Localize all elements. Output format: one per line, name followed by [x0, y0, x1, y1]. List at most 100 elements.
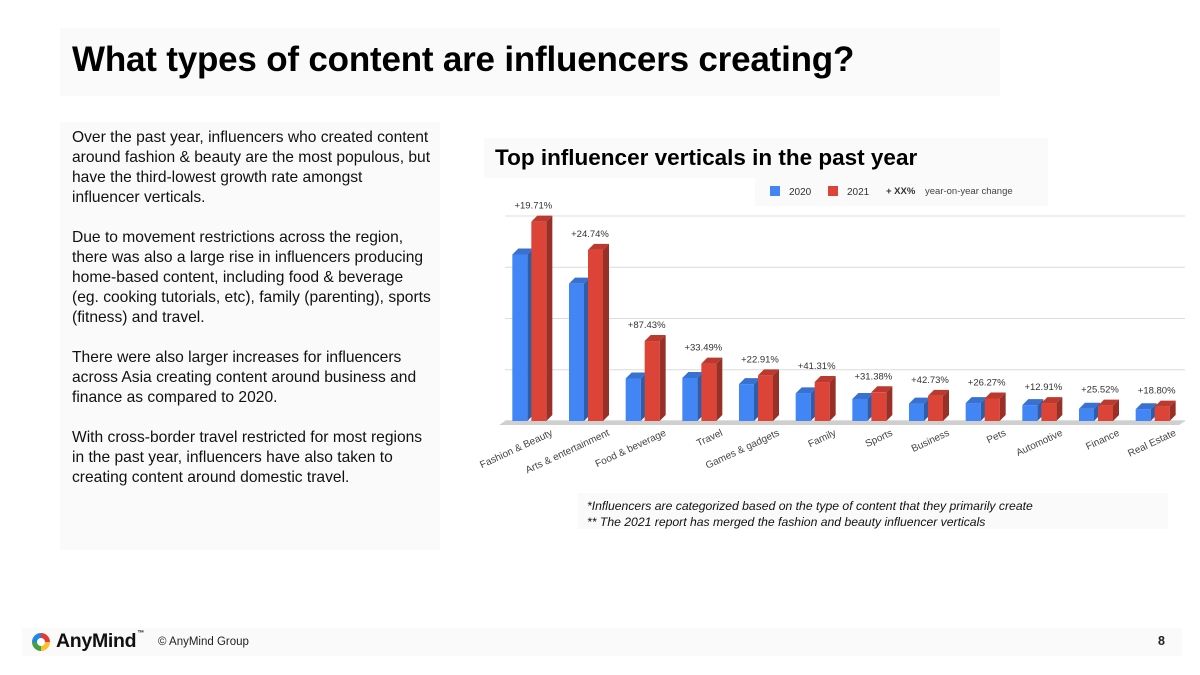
- chart-floor: [499, 421, 1185, 425]
- bar-top: [814, 376, 836, 383]
- bar-side: [999, 392, 1006, 421]
- bar-top: [795, 387, 817, 394]
- data-label: +26.27%: [968, 377, 1006, 388]
- bar-top: [1079, 402, 1100, 409]
- bar: [795, 393, 811, 421]
- body-text: Over the past year, influencers who crea…: [72, 128, 432, 508]
- bar-top: [588, 243, 609, 250]
- body-text-panel: [60, 122, 440, 550]
- bar-side: [943, 389, 949, 421]
- bar-side: [1056, 397, 1063, 421]
- paragraph: There were also larger increases for inf…: [72, 349, 417, 406]
- anymind-logo-icon: [32, 632, 50, 651]
- data-label: +22.91%: [741, 354, 779, 365]
- bar: [625, 378, 641, 421]
- bar: [1098, 405, 1113, 421]
- bar-top: [965, 397, 987, 404]
- data-label: +19.71%: [514, 201, 552, 212]
- page-number: 8: [1158, 634, 1165, 648]
- bar: [852, 398, 868, 421]
- bar: [814, 382, 830, 421]
- bar: [928, 395, 943, 421]
- bar-side: [603, 243, 609, 421]
- bar: [984, 398, 1000, 421]
- footnote: *Influencers are categorized based on th…: [587, 499, 1033, 513]
- category-label: Business: [910, 428, 951, 455]
- category-label: Travel: [695, 428, 725, 450]
- legend-swatch: [828, 186, 838, 196]
- bar: [965, 403, 981, 421]
- category-label: Real Estate: [1126, 428, 1178, 460]
- bar-top: [1022, 399, 1044, 406]
- bar-top: [1154, 400, 1176, 407]
- bar-top: [1098, 399, 1119, 406]
- paragraph: With cross-border travel restricted for …: [72, 429, 423, 486]
- page-title: What types of content are influencers cr…: [72, 40, 855, 79]
- bar-top: [531, 215, 553, 222]
- bar: [1079, 408, 1094, 421]
- bar-side: [546, 215, 553, 421]
- category-label: Family: [807, 428, 838, 450]
- data-label: +87.43%: [628, 320, 666, 331]
- bar-top: [701, 357, 723, 364]
- brand-name: AnyMind™: [56, 630, 144, 652]
- footer-band: [22, 628, 1182, 656]
- bar-top: [928, 389, 949, 396]
- bar-top: [644, 335, 666, 342]
- category-label: Finance: [1084, 428, 1121, 453]
- bar-side: [659, 335, 666, 421]
- copyright: © AnyMind Group: [158, 636, 249, 648]
- bar-top: [1041, 397, 1063, 404]
- bar: [569, 283, 584, 421]
- bar-top: [871, 386, 893, 393]
- chart-title-band: [484, 138, 1048, 178]
- category-label: Pets: [985, 428, 1008, 446]
- legend-background: [755, 178, 1048, 206]
- bar: [588, 249, 603, 421]
- data-label: +31.38%: [854, 371, 892, 382]
- anymind-logo: AnyMind™: [30, 630, 144, 653]
- bar: [1041, 403, 1057, 421]
- bar: [512, 254, 528, 421]
- bar: [1154, 406, 1170, 421]
- bar: [701, 363, 717, 421]
- bar-top: [512, 248, 534, 255]
- bar-top: [984, 392, 1006, 399]
- category-label: Automotive: [1015, 428, 1065, 459]
- bar: [682, 377, 698, 421]
- notes-band: [578, 493, 1168, 529]
- bar-top: [682, 371, 704, 378]
- legend-label: 2021: [847, 187, 870, 198]
- legend-note-bold: + XX%: [886, 186, 916, 197]
- data-label: +18.80%: [1138, 386, 1176, 397]
- footnotes: *Influencers are categorized based on th…: [587, 498, 1033, 530]
- bar-top: [852, 392, 874, 399]
- bar-side: [716, 357, 723, 421]
- bar: [909, 403, 924, 421]
- bar-top: [758, 369, 779, 376]
- paragraph: Over the past year, influencers who crea…: [72, 129, 431, 206]
- bar: [758, 375, 773, 421]
- bar: [531, 221, 547, 421]
- data-label: +41.31%: [798, 361, 836, 372]
- bar: [739, 384, 754, 421]
- bar-top: [625, 372, 647, 379]
- chart-title: Top influencer verticals in the past yea…: [495, 145, 918, 170]
- data-label: +33.49%: [684, 343, 722, 354]
- data-label: +12.91%: [1024, 382, 1062, 393]
- legend-swatch: [770, 186, 780, 196]
- bar-top: [739, 378, 760, 385]
- bar: [1022, 405, 1038, 421]
- paragraph: Due to movement restrictions across the …: [72, 229, 431, 326]
- bar: [1135, 409, 1151, 421]
- bar-side: [829, 376, 836, 421]
- bar-chart: 2020 2021 + XX% year-on-year change +19.71% F…: [478, 178, 1185, 476]
- data-label: +24.74%: [571, 229, 609, 240]
- footnote: ** The 2021 report has merged the fashio…: [587, 515, 986, 529]
- category-label: Sports: [864, 428, 895, 450]
- bar-side: [886, 386, 893, 421]
- bar-side: [773, 369, 779, 421]
- bar: [871, 392, 887, 421]
- data-label: +42.73%: [911, 375, 949, 386]
- legend-label: 2020: [789, 187, 812, 198]
